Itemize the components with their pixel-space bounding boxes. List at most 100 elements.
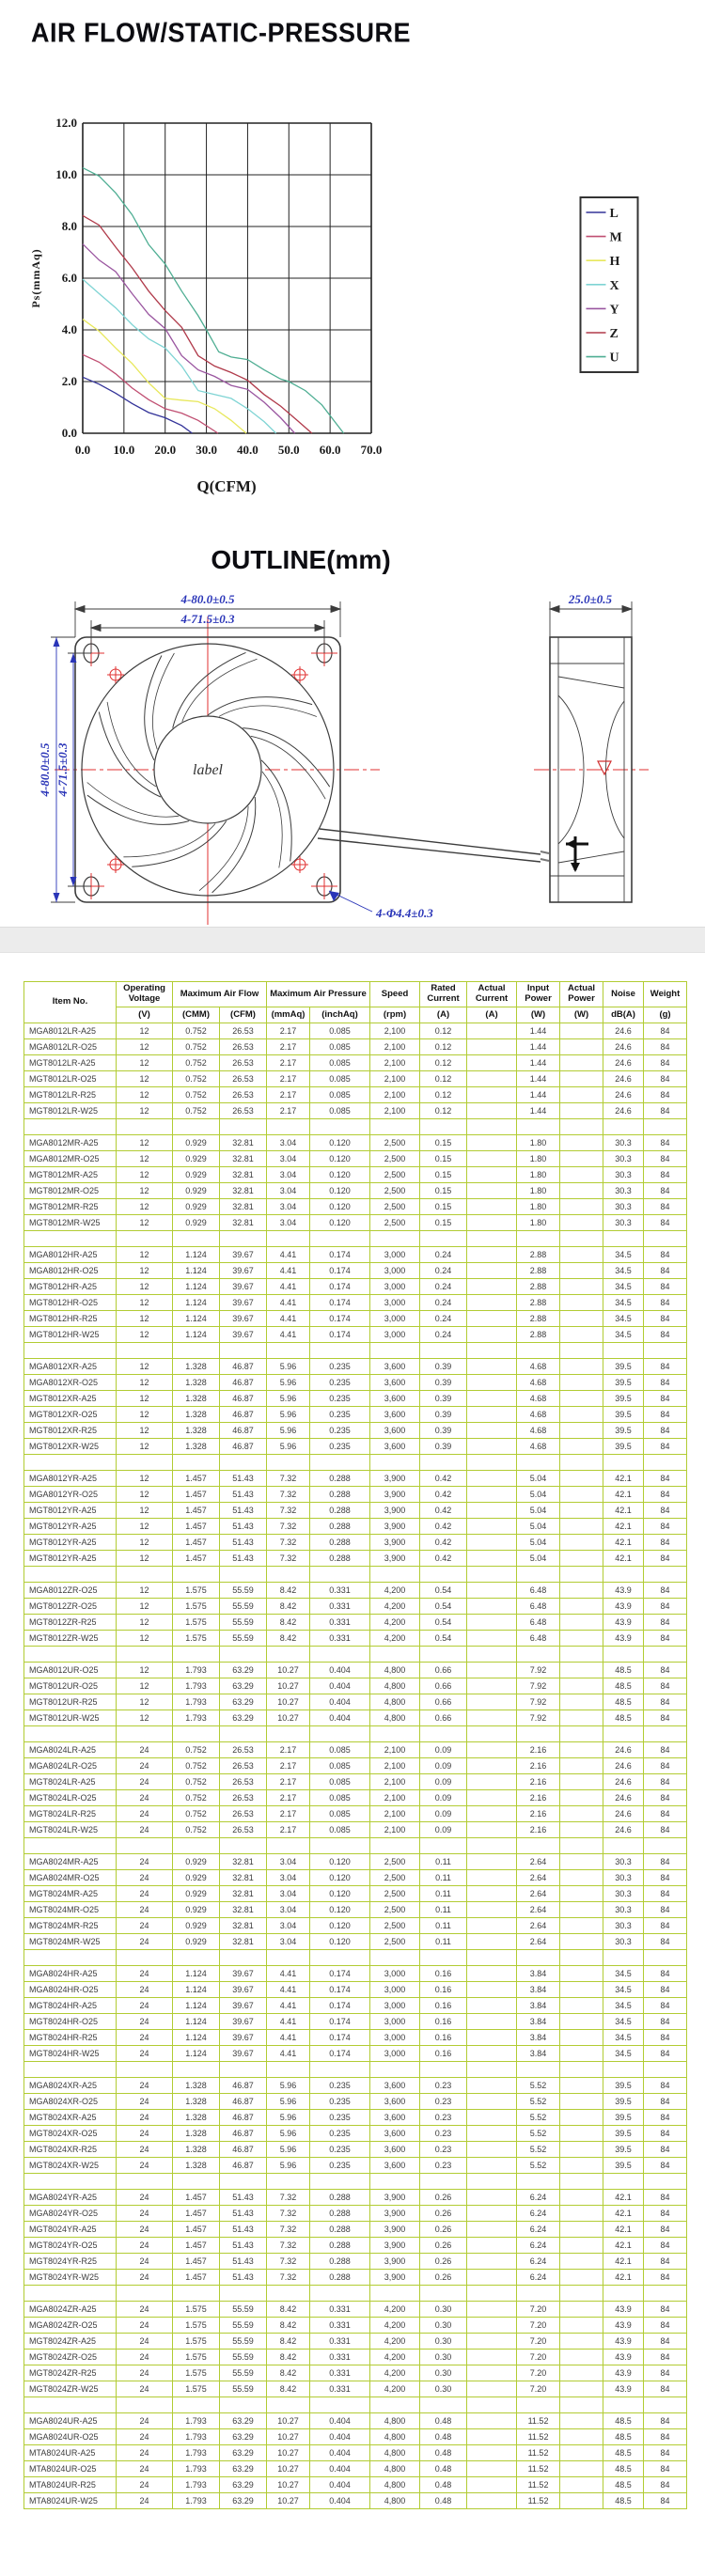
spacer-row xyxy=(24,2173,688,2190)
table-cell: 0.24 xyxy=(419,1246,468,1263)
legend-item: U xyxy=(586,351,619,366)
table-cell: 1.80 xyxy=(516,1134,561,1151)
table-cell: 24 xyxy=(116,2013,173,2030)
table-cell: 0.235 xyxy=(309,2141,371,2158)
table-cell: 0.085 xyxy=(309,1805,371,1822)
table-cell: 2,100 xyxy=(369,1070,421,1087)
unit-w1: (W) xyxy=(516,1007,561,1023)
table-row: MGA8012LR-O25 12 0.752 26.53 2.17 0.085 2,100 0… xyxy=(24,1038,688,1055)
table-row: MGT8012MR-A25 12 0.929 32.81 3.04 0.120 2,500 0… xyxy=(24,1166,688,1183)
table-cell: 0.752 xyxy=(172,1054,220,1071)
table-cell: 0.752 xyxy=(172,1070,220,1087)
table-cell: 4,800 xyxy=(369,1678,421,1694)
table-cell: 0.235 xyxy=(309,2157,371,2174)
table-cell xyxy=(466,1262,518,1279)
table-cell: 0.54 xyxy=(419,1598,468,1615)
fan-blade xyxy=(172,651,246,728)
table-cell: 4.41 xyxy=(266,2029,311,2046)
table-cell xyxy=(466,1086,518,1103)
table-cell: 1.124 xyxy=(172,1310,220,1327)
table-cell: 39.67 xyxy=(218,2029,268,2046)
item-no-cell: MGT8012XR-R25 xyxy=(24,1422,117,1439)
table-cell xyxy=(466,1773,518,1790)
empty-cell xyxy=(466,2173,518,2190)
table-cell: 5.96 xyxy=(266,2125,311,2142)
table-cell: 0.26 xyxy=(419,2189,468,2206)
empty-cell xyxy=(266,2396,311,2413)
table-cell: 5.96 xyxy=(266,1374,311,1391)
table-cell: 0.929 xyxy=(172,1134,220,1151)
table-cell: 0.404 xyxy=(309,2476,371,2493)
table-cell: 3.84 xyxy=(516,1981,561,1998)
table-cell: 1.575 xyxy=(172,1630,220,1647)
table-cell: 39.5 xyxy=(603,2157,645,2174)
empty-cell xyxy=(172,2061,220,2078)
table-cell: 5.52 xyxy=(516,2157,561,2174)
empty-cell xyxy=(24,2285,117,2302)
dim-outer-width: 4-80.0±0.5 xyxy=(180,592,235,606)
table-cell: 3,600 xyxy=(369,1438,421,1455)
table-row: MGT8012XR-W25 12 1.328 46.87 5.96 0.235 3,600 0… xyxy=(24,1438,688,1455)
table-cell xyxy=(466,1965,518,1982)
table-cell: 3,900 xyxy=(369,2269,421,2286)
table-cell: 0.39 xyxy=(419,1438,468,1455)
item-no-cell: MGA8012UR-O25 xyxy=(24,1662,117,1678)
table-cell: 12 xyxy=(116,1598,173,1615)
unit-a1: (A) xyxy=(419,1007,468,1023)
item-no-cell: MGT8024LR-A25 xyxy=(24,1773,117,1790)
table-cell: 0.288 xyxy=(309,2237,371,2254)
table-cell: 3,600 xyxy=(369,2093,421,2110)
table-cell: 11.52 xyxy=(516,2492,561,2509)
unit-inchaq: (inchAq) xyxy=(309,1007,371,1023)
table-cell: 0.235 xyxy=(309,2109,371,2126)
table-cell: 1.124 xyxy=(172,1997,220,2014)
table-cell: 3.84 xyxy=(516,2013,561,2030)
table-cell xyxy=(466,1182,518,1199)
table-cell xyxy=(466,2045,518,2062)
table-cell: 4,200 xyxy=(369,1630,421,1647)
fan-blades xyxy=(86,651,331,894)
table-cell: 26.53 xyxy=(218,1757,268,1774)
table-cell: 1.328 xyxy=(172,1374,220,1391)
table-cell: 5.96 xyxy=(266,1358,311,1375)
table-cell: 7.92 xyxy=(516,1694,561,1710)
table-cell xyxy=(466,1278,518,1295)
table-cell: 12 xyxy=(116,1486,173,1503)
col-header-voltage: Operating Voltage xyxy=(116,981,173,1007)
table-cell: 24.6 xyxy=(603,1038,645,1055)
table-cell: 39.67 xyxy=(218,1294,268,1311)
table-cell: 4.41 xyxy=(266,1326,311,1343)
table-cell: 3,900 xyxy=(369,1518,421,1535)
table-cell xyxy=(559,1486,604,1503)
table-cell: 0.09 xyxy=(419,1821,468,1838)
table-cell: 24 xyxy=(116,1789,173,1806)
table-cell: 11.52 xyxy=(516,2428,561,2445)
table-cell: 1.124 xyxy=(172,1262,220,1279)
table-cell: 0.24 xyxy=(419,1294,468,1311)
table-cell: 0.752 xyxy=(172,1038,220,1055)
table-cell: 1.575 xyxy=(172,2381,220,2397)
empty-cell xyxy=(116,2173,173,2190)
table-cell: 24 xyxy=(116,2381,173,2397)
table-cell: 2.16 xyxy=(516,1821,561,1838)
table-cell: 2,100 xyxy=(369,1102,421,1119)
table-cell: 24 xyxy=(116,2109,173,2126)
empty-cell xyxy=(643,1342,688,1359)
item-no-cell: MGA8012LR-A25 xyxy=(24,1023,117,1039)
table-row: MGT8024XR-A25 24 1.328 46.87 5.96 0.235 3,600 0… xyxy=(24,2109,688,2126)
table-row: MGT8012LR-R25 12 0.752 26.53 2.17 0.085 2,100 0… xyxy=(24,1086,688,1103)
table-cell: 55.59 xyxy=(218,2365,268,2381)
table-cell: 1.44 xyxy=(516,1086,561,1103)
table-cell: 1.457 xyxy=(172,1502,220,1519)
col-header-rated-current: Rated Current xyxy=(419,981,468,1007)
table-cell: 6.24 xyxy=(516,2205,561,2222)
table-cell: 0.331 xyxy=(309,1598,371,1615)
empty-cell xyxy=(266,1342,311,1359)
empty-cell xyxy=(116,1118,173,1135)
legend-item: Z xyxy=(586,327,619,341)
empty-cell xyxy=(466,1725,518,1742)
table-cell: 2.64 xyxy=(516,1853,561,1870)
empty-cell xyxy=(24,2396,117,2413)
item-no-cell: MGA8024HR-O25 xyxy=(24,1981,117,1998)
chart-tick-labels: 0.0 10.0 20.0 30.0 40.0 50.0 60.0 70.0 12.0 10.0 8… xyxy=(55,116,382,457)
